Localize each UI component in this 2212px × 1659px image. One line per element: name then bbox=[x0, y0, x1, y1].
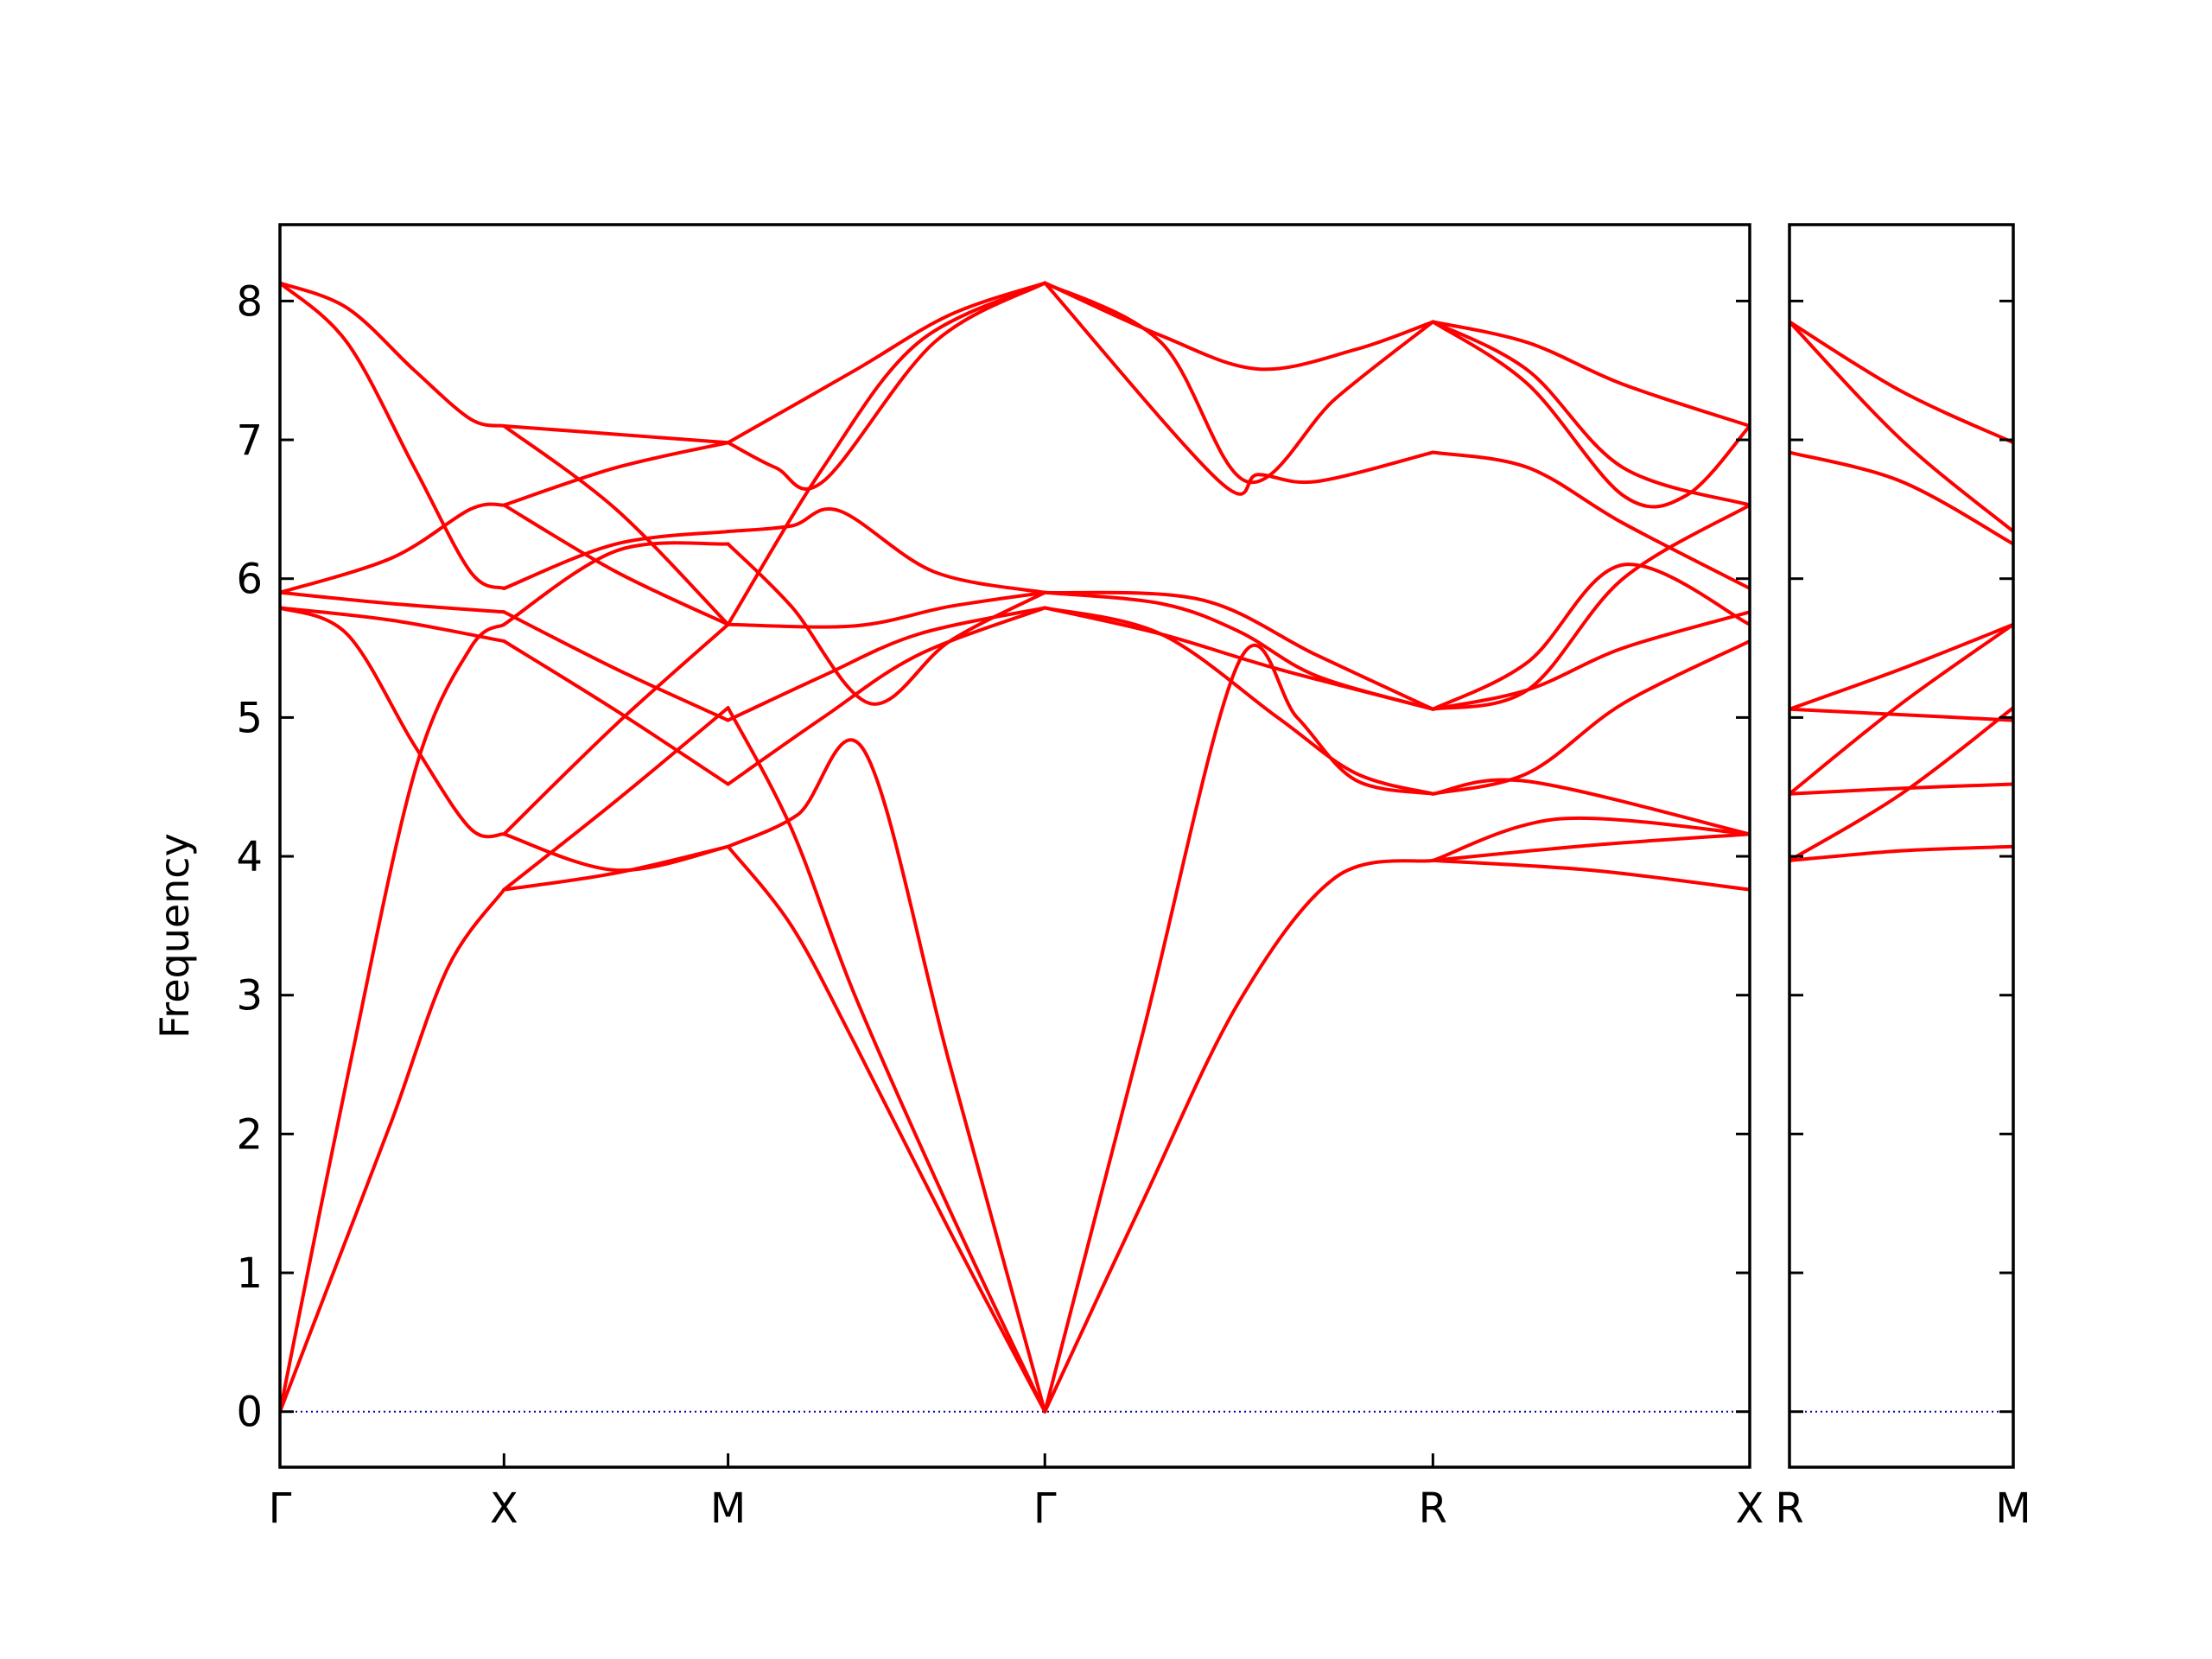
band-line bbox=[726, 590, 1047, 629]
band-line bbox=[1043, 590, 1435, 711]
band-line bbox=[502, 541, 730, 626]
band-line bbox=[502, 530, 730, 590]
band-line bbox=[1043, 281, 1435, 372]
band-line bbox=[1431, 816, 1750, 862]
band-line bbox=[1431, 778, 1750, 836]
band-line bbox=[280, 622, 506, 1414]
x-tick-label: Γ bbox=[269, 1484, 292, 1533]
band-line bbox=[1431, 639, 1750, 796]
band-line bbox=[1431, 832, 1750, 862]
band-line bbox=[726, 606, 1047, 786]
band-line bbox=[1431, 610, 1750, 711]
y-tick-label: 2 bbox=[236, 1110, 263, 1159]
y-tick-label: 1 bbox=[236, 1249, 263, 1298]
band-line bbox=[1431, 450, 1750, 590]
band-line bbox=[280, 281, 506, 428]
left-panel: 0 1 2 3 4 5 6 7 8 Γ X M Γ R X bbox=[236, 223, 1764, 1533]
band-line bbox=[1789, 622, 2013, 711]
band-line bbox=[726, 706, 1047, 1414]
band-line bbox=[726, 738, 1047, 1414]
y-tick-label: 5 bbox=[236, 694, 263, 742]
y-axis-label: Frequency bbox=[151, 833, 198, 1039]
band-line bbox=[502, 844, 730, 892]
right-panel-frame bbox=[1788, 223, 2015, 1469]
band-line bbox=[1789, 706, 2013, 862]
y-tick-label: 3 bbox=[236, 972, 263, 1020]
band-line bbox=[502, 832, 730, 873]
band-line bbox=[502, 610, 730, 722]
y-tick-label: 6 bbox=[236, 556, 263, 604]
band-line bbox=[1431, 858, 1750, 892]
x-tick-label: R bbox=[1419, 1484, 1447, 1533]
band-line bbox=[726, 281, 1047, 626]
band-line bbox=[1043, 858, 1435, 1414]
band-line bbox=[280, 502, 506, 594]
band-line bbox=[280, 281, 506, 590]
y-tick-label: 4 bbox=[236, 833, 263, 881]
band-line bbox=[1043, 590, 1435, 711]
band-line bbox=[1789, 320, 2013, 534]
band-line bbox=[1789, 707, 2013, 722]
x-tick-label: M bbox=[710, 1484, 746, 1533]
y-tick-label: 8 bbox=[236, 277, 263, 326]
band-line bbox=[502, 441, 730, 507]
band-line bbox=[1043, 281, 1435, 496]
band-line bbox=[726, 542, 1047, 706]
x-tick-label: M bbox=[1995, 1484, 2031, 1533]
band-line bbox=[1789, 622, 2013, 796]
band-line bbox=[1431, 320, 1750, 509]
band-line bbox=[1431, 563, 1750, 711]
x-tick-label: R bbox=[1775, 1484, 1803, 1533]
x-tick-label: Γ bbox=[1033, 1484, 1057, 1533]
band-line bbox=[280, 606, 506, 839]
band-line bbox=[1789, 782, 2013, 796]
y-tick-label: 7 bbox=[236, 416, 263, 465]
band-line bbox=[726, 281, 1047, 491]
band-line bbox=[1043, 606, 1435, 796]
band-line bbox=[1789, 844, 2013, 862]
band-line bbox=[1431, 503, 1750, 711]
band-line bbox=[502, 706, 730, 892]
x-tick-label: X bbox=[490, 1484, 518, 1533]
band-line bbox=[726, 281, 1047, 445]
band-line bbox=[280, 887, 506, 1414]
band-line bbox=[1431, 320, 1750, 507]
left-panel-frame bbox=[278, 223, 1751, 1469]
band-line bbox=[1043, 281, 1435, 485]
band-line bbox=[502, 503, 730, 626]
band-line bbox=[280, 590, 506, 614]
y-tick-label: 0 bbox=[236, 1389, 263, 1437]
band-line bbox=[502, 639, 730, 786]
band-line bbox=[1789, 320, 2013, 445]
band-line bbox=[726, 507, 1047, 594]
band-line bbox=[1431, 320, 1750, 428]
band-line bbox=[502, 622, 730, 836]
band-line bbox=[280, 606, 506, 644]
band-line bbox=[1789, 450, 2013, 546]
band-line bbox=[502, 423, 730, 445]
x-tick-label: X bbox=[1736, 1484, 1764, 1533]
band-line bbox=[1043, 643, 1435, 1414]
band-line bbox=[726, 844, 1047, 1414]
band-line bbox=[502, 423, 730, 626]
